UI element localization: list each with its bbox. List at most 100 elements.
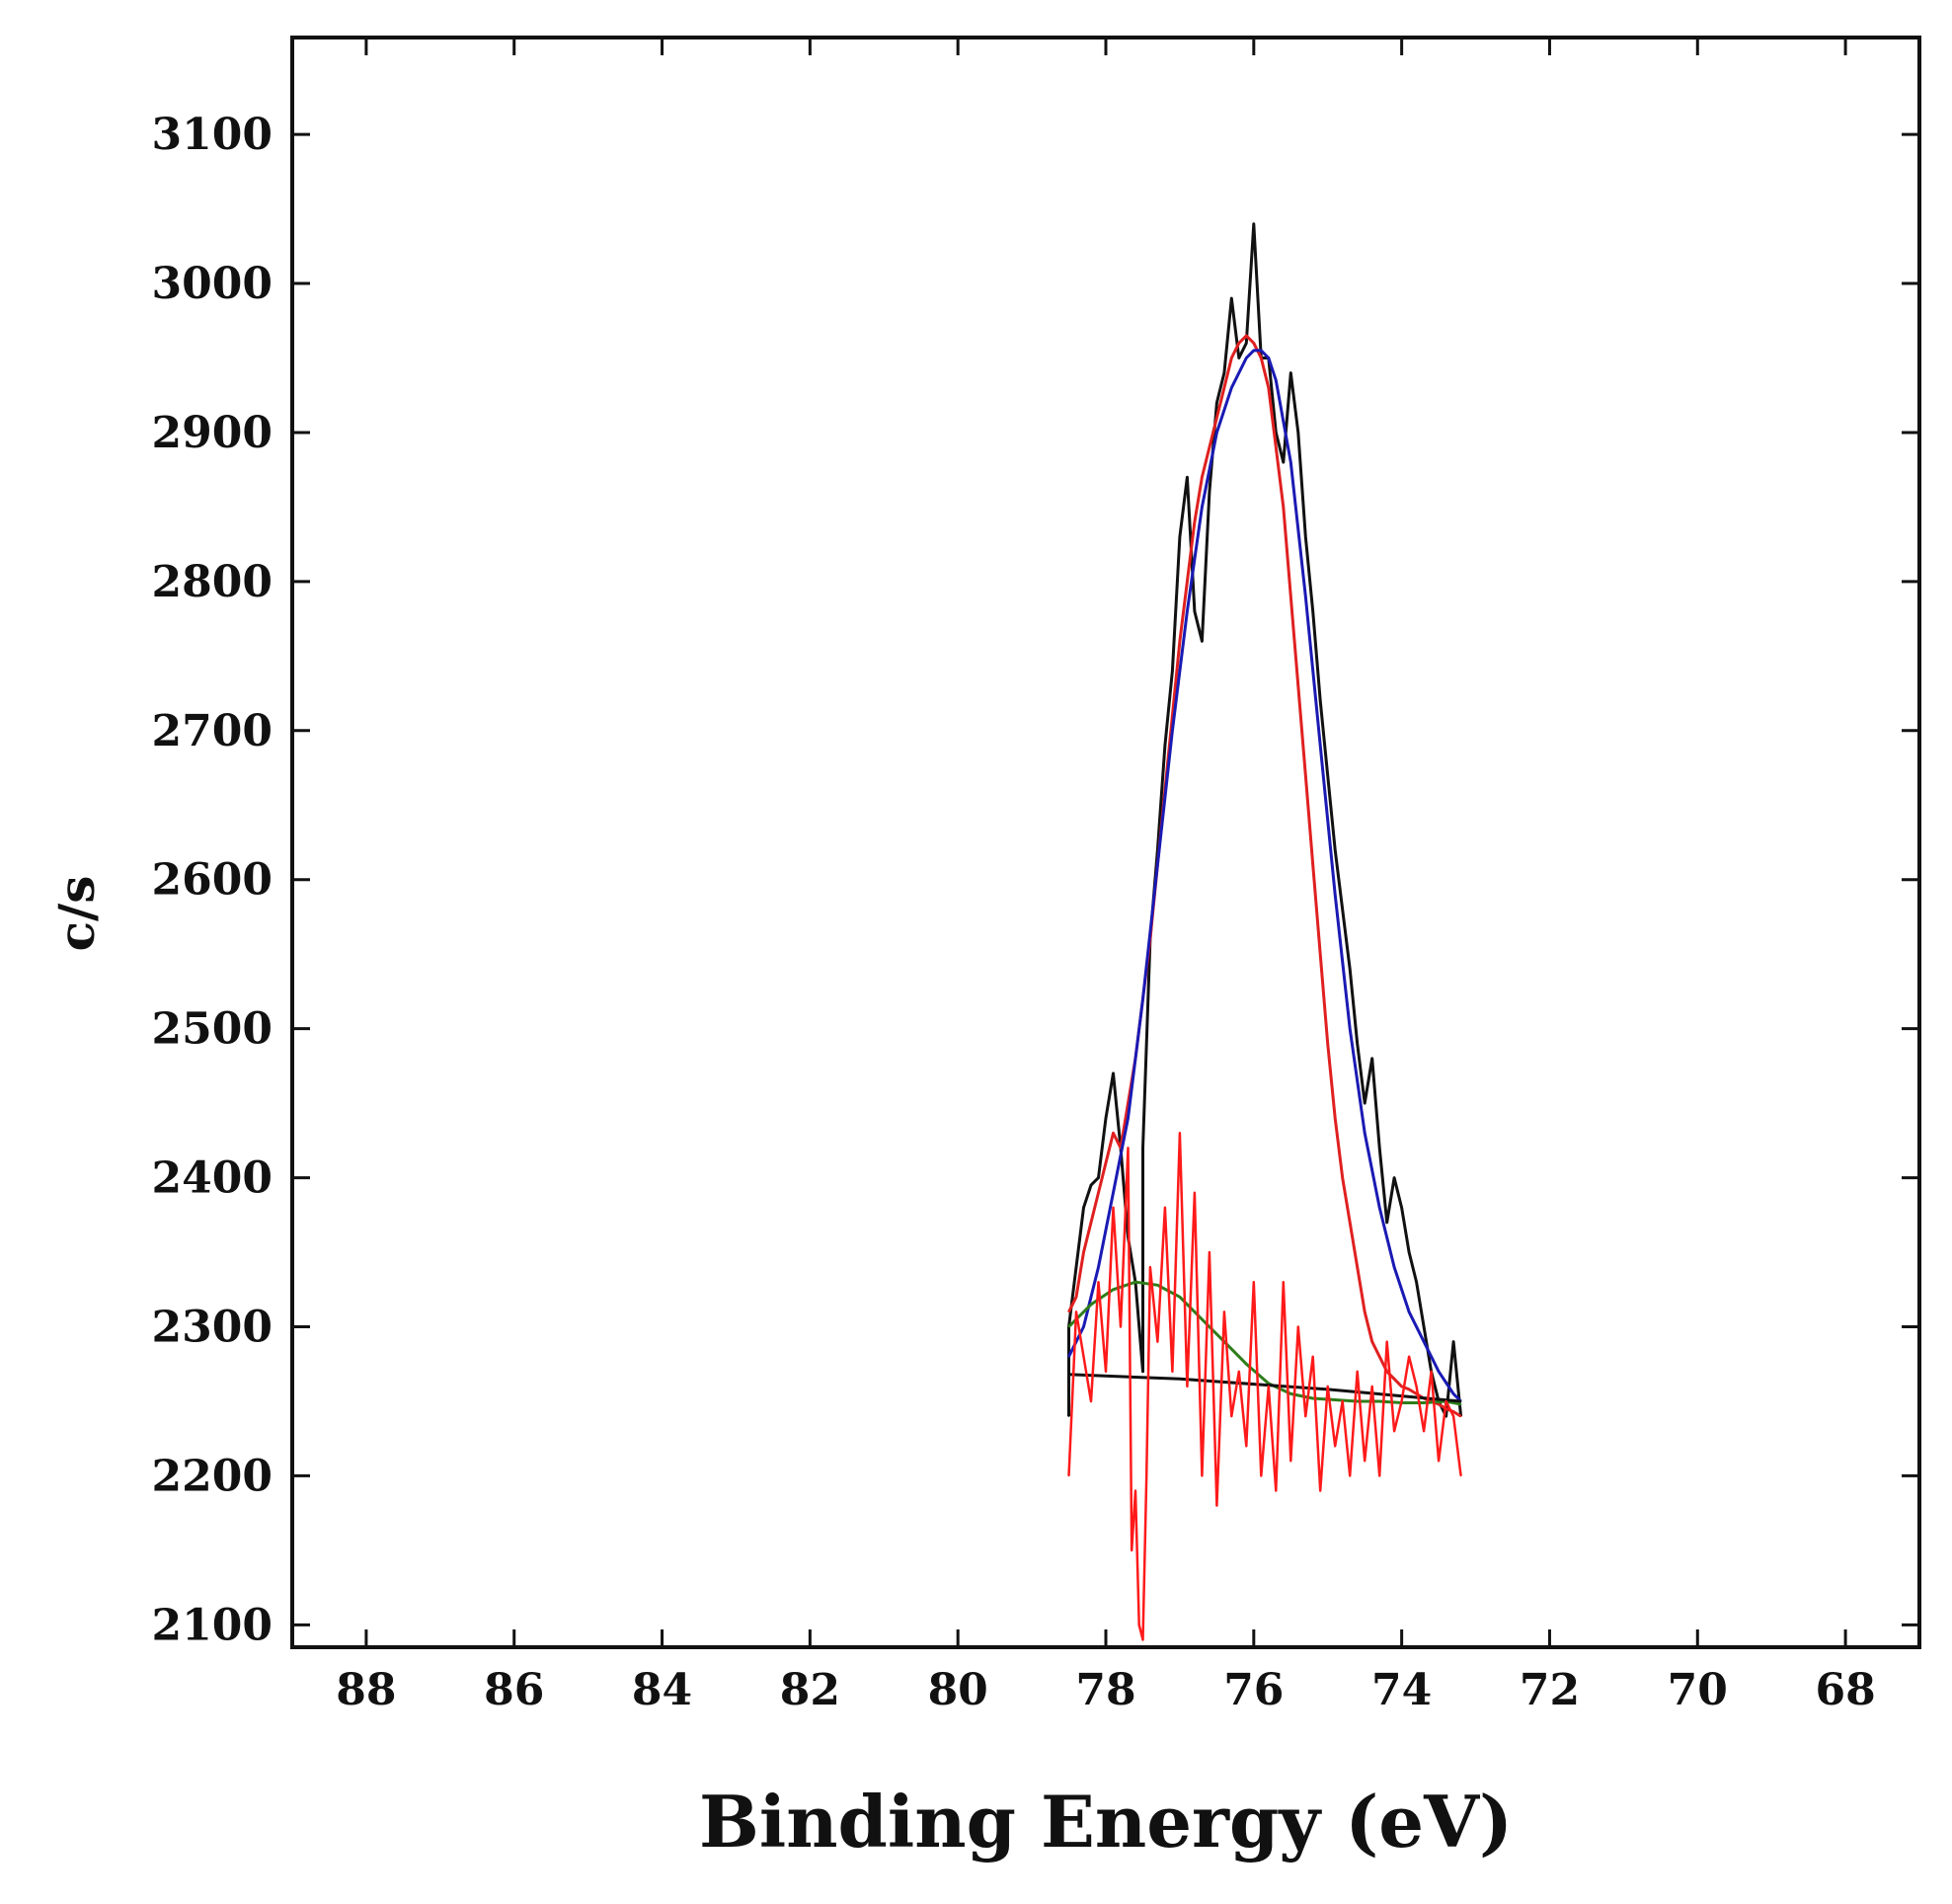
data-point bbox=[1459, 1400, 1462, 1402]
data-point bbox=[1194, 520, 1196, 523]
data-point bbox=[1400, 1386, 1403, 1388]
data-point bbox=[1393, 1430, 1395, 1432]
data-point bbox=[1408, 1251, 1410, 1253]
data-point bbox=[1186, 1386, 1189, 1388]
series-line bbox=[1067, 349, 1462, 1403]
y-axis-title: c/s bbox=[47, 876, 106, 952]
data-point bbox=[1400, 1400, 1403, 1402]
data-point bbox=[1289, 461, 1292, 463]
data-point bbox=[1459, 1415, 1462, 1417]
data-point bbox=[1356, 1266, 1359, 1268]
y-tick-label: 2700 bbox=[152, 706, 273, 756]
data-point bbox=[1289, 595, 1292, 597]
data-point bbox=[1319, 745, 1321, 747]
data-point bbox=[1275, 1489, 1278, 1492]
data-point bbox=[1090, 1222, 1092, 1224]
data-point bbox=[1283, 1281, 1285, 1283]
data-point bbox=[1268, 357, 1270, 359]
data-point bbox=[1283, 461, 1285, 463]
data-point bbox=[1186, 581, 1189, 583]
data-point bbox=[1223, 1310, 1225, 1313]
data-point bbox=[1209, 1251, 1210, 1253]
series-1 bbox=[1067, 222, 1463, 1418]
data-point bbox=[1253, 350, 1255, 352]
data-point bbox=[1067, 1374, 1070, 1376]
data-point bbox=[1090, 1400, 1092, 1402]
x-tick-label: 68 bbox=[1815, 1665, 1875, 1715]
data-point bbox=[1297, 432, 1299, 434]
series-6 bbox=[1067, 1132, 1462, 1641]
data-point bbox=[1378, 1355, 1380, 1358]
data-point bbox=[1415, 1281, 1418, 1283]
y-tick-label: 2100 bbox=[152, 1600, 273, 1650]
data-point bbox=[1289, 1460, 1292, 1463]
data-point bbox=[1201, 506, 1204, 509]
data-point bbox=[1364, 1102, 1366, 1104]
y-axis-ticks: 2100 2200 2300 2400 2500 2600 2700 2800 2900 3000… bbox=[152, 110, 1919, 1650]
data-point bbox=[1444, 1415, 1447, 1417]
data-point bbox=[1194, 1191, 1196, 1194]
data-point bbox=[1311, 1355, 1314, 1358]
data-point bbox=[1179, 1132, 1181, 1135]
data-point bbox=[1378, 1400, 1380, 1402]
data-point bbox=[1253, 342, 1255, 345]
data-point bbox=[1141, 1371, 1144, 1373]
data-point bbox=[1067, 1325, 1070, 1328]
data-point bbox=[1090, 1304, 1092, 1306]
data-point bbox=[1201, 1474, 1204, 1477]
data-point bbox=[1393, 1266, 1395, 1268]
data-point bbox=[1245, 357, 1248, 359]
data-point bbox=[1385, 1222, 1388, 1224]
x-tick-label: 88 bbox=[336, 1665, 396, 1715]
data-point bbox=[1289, 1392, 1292, 1395]
data-point bbox=[1090, 1184, 1092, 1186]
data-point bbox=[1304, 595, 1307, 597]
data-point bbox=[1067, 1415, 1070, 1417]
data-point bbox=[1283, 506, 1285, 509]
data-point bbox=[1179, 1378, 1181, 1381]
data-point bbox=[1444, 1400, 1447, 1402]
data-point bbox=[1326, 1043, 1329, 1045]
data-point bbox=[1341, 1176, 1344, 1179]
data-point bbox=[1082, 1355, 1085, 1358]
data-point bbox=[1334, 1398, 1336, 1401]
x-axis-ticks: 88 86 84 82 80 78 76 74 72 70 68 bbox=[336, 38, 1876, 1715]
data-point bbox=[1067, 1355, 1070, 1358]
data-point bbox=[1097, 1281, 1100, 1283]
data-point bbox=[1311, 1397, 1314, 1399]
data-point bbox=[1319, 953, 1321, 955]
data-point bbox=[1141, 997, 1144, 1000]
data-point bbox=[1245, 335, 1248, 337]
data-point bbox=[1238, 1371, 1240, 1373]
data-point bbox=[1253, 222, 1255, 225]
data-point bbox=[1215, 402, 1218, 404]
data-point bbox=[1145, 1474, 1147, 1477]
data-point bbox=[1260, 350, 1263, 352]
data-point bbox=[1245, 1363, 1248, 1365]
data-point bbox=[1311, 863, 1314, 866]
data-point bbox=[1230, 297, 1233, 299]
x-tick-label: 86 bbox=[484, 1665, 544, 1715]
data-point bbox=[1459, 1474, 1462, 1477]
data-point bbox=[1423, 1430, 1425, 1432]
data-point bbox=[1120, 1325, 1122, 1328]
data-point bbox=[1141, 1638, 1144, 1641]
data-point bbox=[1452, 1410, 1454, 1413]
data-point bbox=[1105, 1161, 1107, 1164]
data-point bbox=[1141, 1147, 1144, 1150]
data-point bbox=[1186, 476, 1189, 479]
data-point bbox=[1275, 446, 1278, 448]
data-point bbox=[1334, 848, 1336, 851]
data-point bbox=[1112, 1072, 1115, 1074]
data-point bbox=[1438, 1371, 1440, 1373]
data-point bbox=[1452, 1340, 1454, 1343]
data-point bbox=[1075, 1296, 1077, 1299]
data-point bbox=[1408, 1388, 1410, 1390]
data-point bbox=[1097, 1176, 1100, 1179]
x-tick-label: 70 bbox=[1668, 1665, 1728, 1715]
data-point bbox=[1356, 1043, 1359, 1045]
data-point bbox=[1452, 1392, 1454, 1395]
data-point bbox=[1260, 357, 1263, 359]
data-point bbox=[1223, 386, 1225, 389]
